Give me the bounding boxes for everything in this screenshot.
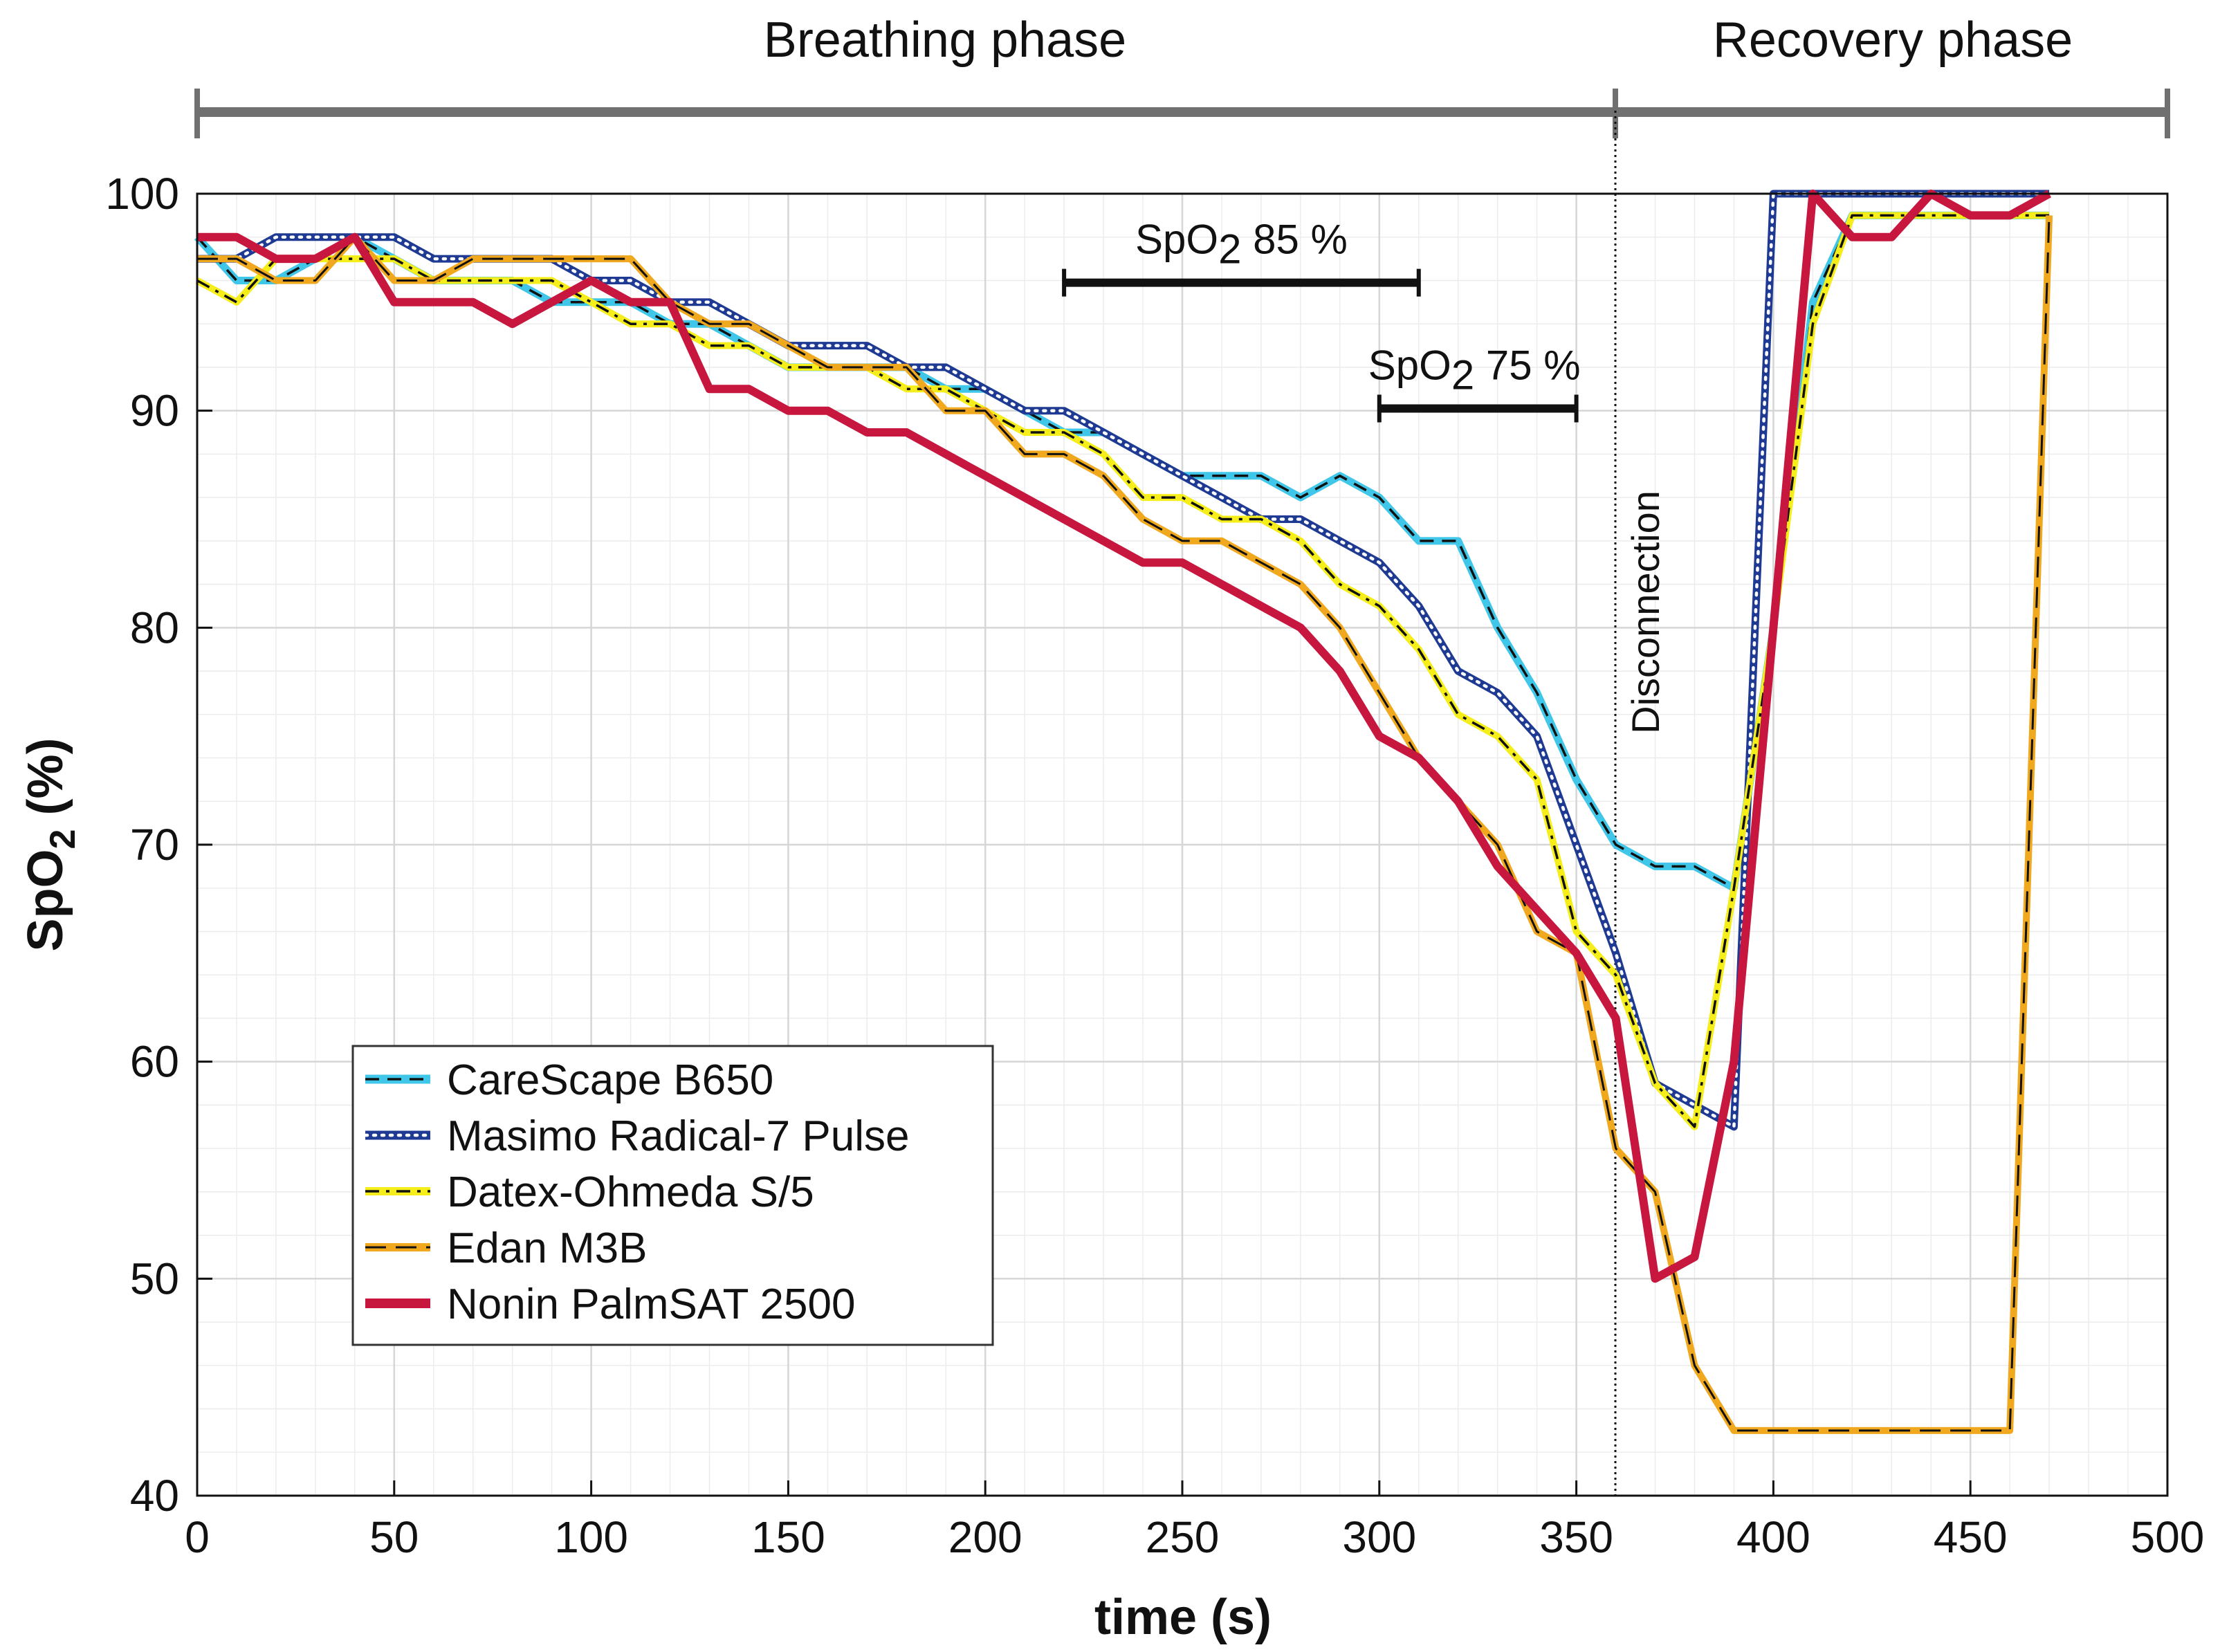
- x-tick-label: 400: [1736, 1512, 1810, 1562]
- x-tick-label: 450: [1934, 1512, 2008, 1562]
- range-75-label-tail: 75 %: [1474, 342, 1580, 389]
- y-tick-label: 80: [130, 603, 179, 652]
- series-datex-ohmeda-s-5: [195, 212, 2050, 1130]
- x-axis-label: time (s): [1094, 1590, 1272, 1645]
- x-tick-label: 350: [1539, 1512, 1613, 1562]
- x-tick-label: 150: [751, 1512, 825, 1562]
- legend-label: Datex-Ohmeda S/5: [447, 1168, 814, 1216]
- x-tick-label: 200: [948, 1512, 1022, 1562]
- series-line: [197, 190, 2051, 1283]
- series-nonin-palmsat-2500: [197, 190, 2051, 1283]
- y-axis-ticks: 40 50 60 70 80 90 100: [105, 169, 212, 1521]
- series-line-pattern: [197, 215, 2051, 1432]
- phase-bar: Breathing phase Recovery phase: [194, 12, 2170, 138]
- y-tick-label: 70: [130, 820, 179, 870]
- range-75-label: SpO2 75 %: [1368, 342, 1581, 398]
- series-line: [195, 212, 2050, 1130]
- legend-label: Edan M3B: [447, 1224, 648, 1272]
- x-tick-label: 500: [2131, 1512, 2205, 1562]
- x-tick-label: 100: [554, 1512, 628, 1562]
- legend-item: CareScape B650: [365, 1056, 773, 1104]
- recovery-phase-label: Recovery phase: [1713, 12, 2073, 68]
- range-85-label: SpO2 85 %: [1135, 217, 1348, 273]
- legend-label: Nonin PalmSAT 2500: [447, 1281, 855, 1328]
- y-tick-label: 60: [130, 1037, 179, 1087]
- breathing-phase-label: Breathing phase: [764, 12, 1126, 68]
- legend-item: Masimo Radical-7 Pulse: [363, 1112, 909, 1160]
- range-85-label-sub: 2: [1218, 226, 1241, 273]
- y-tick-label: 90: [130, 386, 179, 436]
- y-axis-label-main: SpO: [18, 849, 73, 951]
- range-75-label-sub: 2: [1451, 352, 1474, 398]
- series-edan-m3b: [197, 215, 2053, 1434]
- x-axis-ticks: 0 50 100 150 200 250 300 350 400 450 500: [185, 1480, 2204, 1562]
- x-tick-label: 300: [1342, 1512, 1416, 1562]
- legend-box: [351, 1045, 994, 1346]
- y-axis-label-tail: (%): [18, 738, 73, 829]
- x-tick-label: 0: [185, 1512, 210, 1562]
- y-axis-label-sub: 2: [43, 829, 83, 850]
- series-layer: [194, 190, 2053, 1434]
- legend-label: CareScape B650: [447, 1056, 773, 1104]
- disconnection-label: Disconnection: [1624, 490, 1667, 734]
- legend-item: Datex-Ohmeda S/5: [365, 1168, 814, 1216]
- y-axis-label: SpO2 (%): [18, 738, 83, 952]
- y-tick-label: 100: [105, 169, 179, 219]
- spo2-range-bars: SpO2 85 % SpO2 75 %: [1062, 217, 1581, 423]
- range-75-label-main: SpO: [1368, 342, 1451, 389]
- x-tick-label: 50: [369, 1512, 419, 1562]
- legend-label: Masimo Radical-7 Pulse: [447, 1112, 909, 1160]
- legend-item: Edan M3B: [365, 1224, 648, 1272]
- y-tick-label: 40: [130, 1471, 179, 1521]
- x-tick-label: 250: [1146, 1512, 1220, 1562]
- y-tick-label: 50: [130, 1254, 179, 1303]
- range-85-label-main: SpO: [1135, 217, 1218, 263]
- legend: CareScape B650 Masimo Radical-7 Pulse Date…: [351, 1045, 994, 1346]
- legend-item: Nonin PalmSAT 2500: [365, 1281, 855, 1328]
- disconnection-marker: Disconnection: [1614, 111, 1667, 1496]
- range-85-label-tail: 85 %: [1241, 217, 1347, 263]
